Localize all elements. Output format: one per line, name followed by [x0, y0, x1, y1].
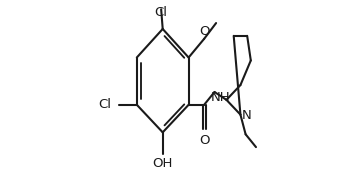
Text: N: N — [242, 109, 252, 122]
Text: O: O — [199, 134, 209, 147]
Text: Cl: Cl — [98, 98, 111, 111]
Text: Cl: Cl — [155, 6, 168, 19]
Text: O: O — [199, 25, 209, 38]
Text: NH: NH — [211, 91, 231, 104]
Text: OH: OH — [153, 157, 173, 170]
